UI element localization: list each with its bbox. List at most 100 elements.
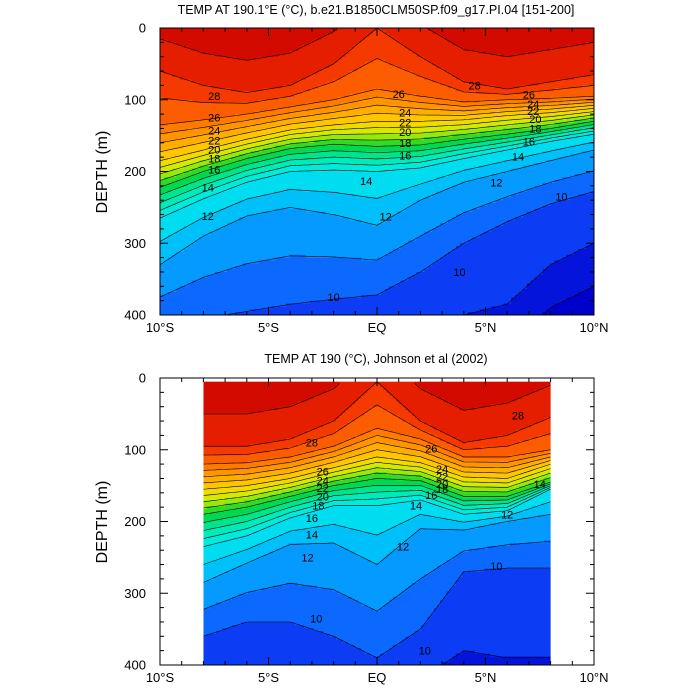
- field-cell: [167, 306, 173, 310]
- field-cell: [175, 240, 181, 244]
- field-cell: [183, 79, 189, 84]
- field-cell: [191, 165, 197, 170]
- field-cell: [183, 39, 189, 43]
- field-cell: [187, 200, 193, 204]
- field-cell: [179, 139, 185, 144]
- field-cell: [160, 91, 165, 95]
- field-cell: [183, 303, 189, 307]
- field-cell: [215, 48, 220, 52]
- field-cell: [215, 108, 220, 112]
- field-cell: [160, 257, 165, 262]
- field-cell: [160, 312, 165, 315]
- field-cell: [207, 205, 212, 210]
- field-cell: [183, 85, 189, 89]
- field-cell: [167, 220, 173, 224]
- field-cell: [171, 99, 177, 104]
- field-cell: [167, 254, 173, 259]
- field-cell: [175, 251, 181, 256]
- field-cell: [199, 303, 204, 307]
- field-cell: [160, 289, 165, 293]
- field-cell: [160, 303, 165, 307]
- field-cell: [160, 300, 165, 305]
- field-cell: [191, 200, 197, 204]
- field-cell: [183, 188, 189, 193]
- field-cell: [191, 266, 197, 270]
- field-cell: [199, 251, 204, 256]
- field-cell: [199, 71, 204, 75]
- field-cell: [199, 168, 204, 173]
- field-cell: [171, 125, 177, 130]
- field-cell: [167, 271, 173, 276]
- field-cell: [203, 286, 208, 290]
- field-cell: [163, 30, 169, 35]
- field-cell: [207, 269, 212, 273]
- field-cell: [195, 39, 201, 43]
- field-cell: [199, 200, 204, 204]
- field-cell: [199, 260, 204, 264]
- field-cell: [199, 266, 204, 270]
- field-cell: [211, 96, 216, 101]
- field-cell: [199, 228, 204, 233]
- field-cell: [207, 68, 212, 72]
- field-cell: [207, 234, 212, 239]
- field-cell: [199, 246, 204, 250]
- field-cell: [191, 33, 197, 38]
- field-cell: [179, 214, 185, 219]
- field-cell: [163, 59, 169, 64]
- field-cell: [160, 194, 165, 198]
- field-cell: [183, 289, 189, 293]
- field-cell: [183, 306, 189, 310]
- field-cell: [179, 114, 185, 118]
- field-cell: [207, 39, 212, 43]
- field-cell: [179, 303, 185, 307]
- field-cell: [167, 228, 173, 233]
- field-cell: [215, 45, 220, 49]
- field-cell: [163, 306, 169, 310]
- field-cell: [183, 62, 189, 66]
- field-cell: [187, 116, 193, 121]
- field-cell: [167, 251, 173, 256]
- field-cell: [211, 283, 216, 287]
- field-cell: [195, 91, 201, 95]
- field-cell: [163, 271, 169, 276]
- field-cell: [171, 139, 177, 144]
- field-cell: [187, 125, 193, 130]
- field-cell: [183, 177, 189, 181]
- field-cell: [211, 309, 216, 313]
- field-cell: [195, 131, 201, 135]
- field-cell: [195, 165, 201, 170]
- field-cell: [183, 274, 189, 279]
- field-cell: [183, 73, 189, 78]
- field-cell: [175, 134, 181, 138]
- field-cell: [175, 283, 181, 287]
- field-cell: [191, 137, 197, 141]
- field-cell: [179, 180, 185, 184]
- field-cell: [160, 260, 165, 264]
- field-cell: [175, 119, 181, 124]
- field-cell: [163, 122, 169, 127]
- field-cell: [175, 277, 181, 282]
- field-cell: [167, 246, 173, 250]
- field-cell: [203, 91, 208, 95]
- field-cell: [163, 180, 169, 184]
- field-cell: [175, 292, 181, 296]
- field-cell: [195, 297, 201, 302]
- field-cell: [191, 114, 197, 118]
- field-cell: [207, 30, 212, 35]
- field-cell: [171, 62, 177, 66]
- field-cell: [160, 79, 165, 84]
- field-cell: [183, 180, 189, 184]
- field-cell: [195, 174, 201, 178]
- field-cell: [203, 171, 208, 175]
- field-cell: [179, 191, 185, 196]
- field-cell: [207, 197, 212, 201]
- field-cell: [171, 145, 177, 150]
- field-cell: [167, 223, 173, 227]
- field-cell: [160, 214, 165, 219]
- field-cell: [175, 194, 181, 198]
- field-cell: [175, 62, 181, 66]
- field-cell: [195, 145, 201, 150]
- field-cell: [191, 277, 197, 282]
- field-cell: [167, 294, 173, 299]
